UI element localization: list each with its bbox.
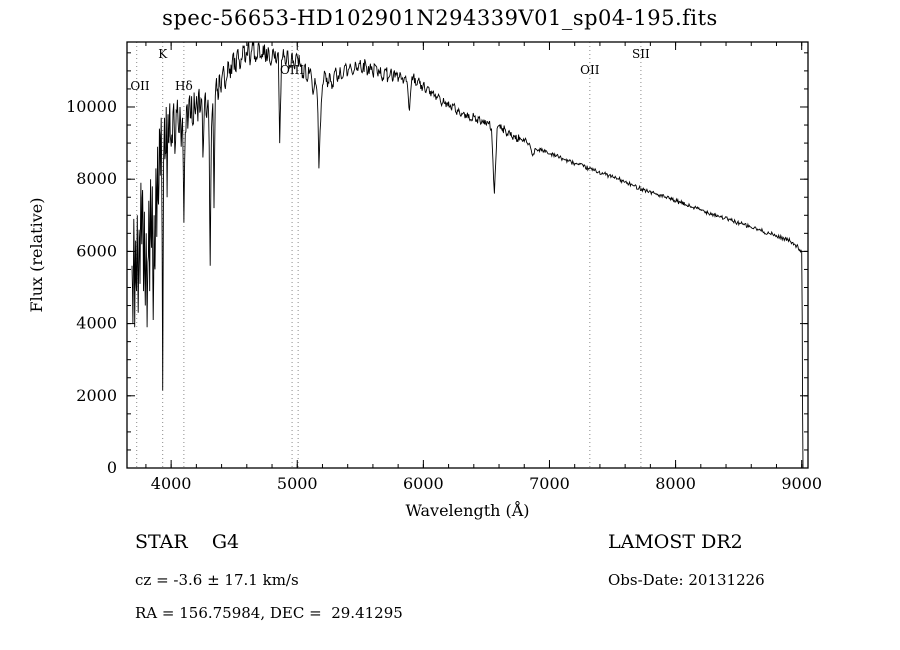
spectral-line-label: OII	[130, 79, 150, 93]
x-tick-label: 9000	[781, 474, 822, 493]
spectral-line-label: OII	[580, 63, 600, 77]
y-tick-label: 4000	[76, 314, 117, 333]
y-tick-label: 6000	[76, 241, 117, 260]
spectral-line-label: Hδ	[175, 79, 193, 93]
ra-dec-value: RA = 156.75984, DEC = 29.41295	[135, 604, 403, 622]
x-tick-label: 7000	[529, 474, 570, 493]
x-axis-label: Wavelength (Å)	[405, 500, 529, 520]
y-tick-label: 0	[107, 458, 117, 477]
survey-label: LAMOST DR2	[608, 531, 743, 553]
x-tick-label: 4000	[151, 474, 192, 493]
obs-date: Obs-Date: 20131226	[608, 571, 765, 589]
plot-title: spec-56653-HD102901N294339V01_sp04-195.f…	[162, 6, 718, 30]
spectral-line-label: K	[158, 47, 168, 61]
x-tick-label: 5000	[277, 474, 318, 493]
y-tick-label: 10000	[66, 97, 117, 116]
x-tick-label: 6000	[403, 474, 444, 493]
spectrum-trace	[131, 41, 804, 469]
y-tick-label: 8000	[76, 169, 117, 188]
star-class-label: STAR G4	[135, 531, 240, 553]
cz-value: cz = -3.6 ± 17.1 km/s	[135, 571, 299, 589]
x-tick-label: 8000	[655, 474, 696, 493]
spectral-line-label: SII	[632, 47, 650, 61]
y-axis-label: Flux (relative)	[27, 198, 46, 313]
y-tick-label: 2000	[76, 386, 117, 405]
